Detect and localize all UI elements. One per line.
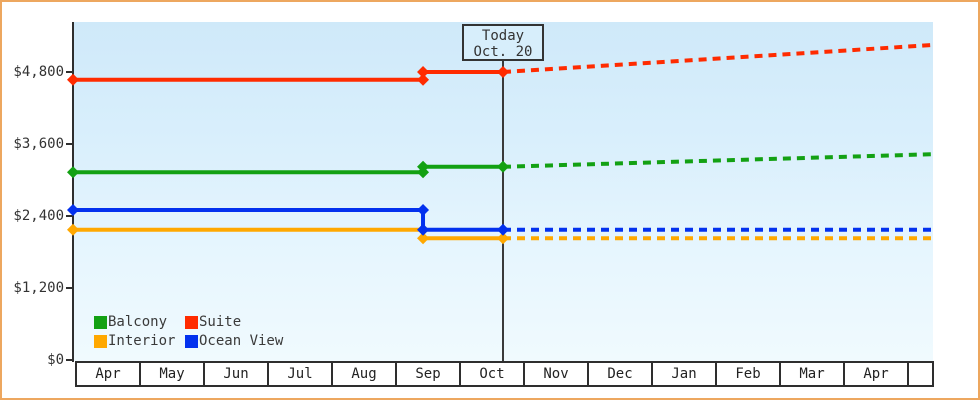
y-tick-mark	[66, 287, 72, 289]
month-cell: Apr	[845, 363, 909, 385]
y-tick-mark	[66, 215, 72, 217]
month-cell: Mar	[781, 363, 845, 385]
suite-swatch-icon	[185, 315, 198, 329]
y-tick-label: $3,600	[13, 136, 64, 152]
month-cell-empty	[909, 363, 932, 385]
month-cell: Feb	[717, 363, 781, 385]
y-tick-mark	[66, 71, 72, 73]
month-cell: Jul	[269, 363, 333, 385]
y-tick-mark	[66, 359, 72, 361]
y-tick-label: $0	[47, 352, 64, 368]
legend-item-ocean-view: Ocean View	[185, 333, 283, 349]
today-marker-box: Today Oct. 20	[462, 24, 544, 61]
month-cell: Jun	[205, 363, 269, 385]
ocean-view-swatch-icon	[185, 334, 198, 348]
legend-label-suite: Suite	[199, 314, 242, 330]
legend-label-balcony: Balcony	[108, 314, 168, 330]
today-vertical-line	[502, 60, 504, 361]
legend-item-interior: Interior	[94, 333, 185, 349]
month-cell: Jan	[653, 363, 717, 385]
legend-label-interior: Interior	[108, 333, 176, 349]
today-date: Oct. 20	[473, 44, 533, 60]
legend-item-suite: Suite	[185, 314, 283, 330]
month-cell: Aug	[333, 363, 397, 385]
month-cell: Apr	[77, 363, 141, 385]
month-cell: Sep	[397, 363, 461, 385]
month-cell: May	[141, 363, 205, 385]
y-tick-mark	[66, 143, 72, 145]
y-axis	[72, 22, 74, 362]
month-cell: Oct	[461, 363, 525, 385]
y-tick-label: $4,800	[13, 64, 64, 80]
month-cell: Dec	[589, 363, 653, 385]
balcony-swatch-icon	[94, 315, 107, 329]
legend: Balcony Suite Interior Ocean View	[94, 314, 283, 349]
interior-swatch-icon	[94, 334, 107, 348]
today-label: Today	[481, 28, 525, 44]
month-cell: Nov	[525, 363, 589, 385]
legend-item-balcony: Balcony	[94, 314, 185, 330]
legend-label-ocean-view: Ocean View	[199, 333, 284, 349]
x-axis-month-table: Apr May Jun Jul Aug Sep Oct Nov Dec Jan Feb Mar Apr	[75, 361, 934, 387]
y-tick-label: $2,400	[13, 208, 64, 224]
y-tick-label: $1,200	[13, 280, 64, 296]
